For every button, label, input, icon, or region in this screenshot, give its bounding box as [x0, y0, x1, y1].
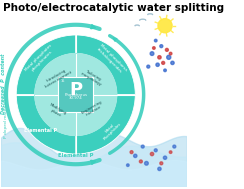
Circle shape: [169, 52, 172, 55]
Circle shape: [134, 154, 137, 158]
Circle shape: [145, 161, 148, 165]
Circle shape: [150, 152, 154, 156]
Text: Metal phosphorus
trichalcogenides: Metal phosphorus trichalcogenides: [95, 43, 127, 75]
Circle shape: [152, 47, 155, 49]
Circle shape: [156, 63, 159, 66]
Circle shape: [154, 39, 157, 42]
Circle shape: [158, 167, 161, 170]
Text: P doped materials: P doped materials: [4, 99, 8, 139]
Circle shape: [162, 61, 165, 64]
Polygon shape: [1, 143, 187, 187]
Text: Photo/electrocatalytic water splitting: Photo/electrocatalytic water splitting: [3, 3, 224, 13]
Circle shape: [141, 145, 144, 148]
Text: Engineering
interface: Engineering interface: [80, 100, 105, 119]
Circle shape: [150, 52, 154, 55]
Text: Metal
Phosphides: Metal Phosphides: [100, 119, 122, 141]
Circle shape: [165, 48, 168, 51]
Circle shape: [164, 69, 166, 72]
Text: Elemental P: Elemental P: [58, 153, 93, 158]
Circle shape: [169, 151, 172, 153]
Circle shape: [160, 45, 163, 48]
Text: Phosphorus: Phosphorus: [64, 93, 87, 98]
Text: Modifying
phase: Modifying phase: [47, 103, 68, 120]
Circle shape: [130, 151, 133, 154]
Circle shape: [158, 56, 161, 59]
Circle shape: [147, 65, 150, 68]
Circle shape: [158, 19, 172, 33]
Wedge shape: [16, 35, 76, 94]
FancyBboxPatch shape: [59, 77, 93, 112]
Circle shape: [173, 145, 176, 148]
Circle shape: [171, 61, 174, 65]
Text: Elemental P: Elemental P: [24, 128, 57, 132]
Polygon shape: [1, 160, 187, 187]
Wedge shape: [76, 35, 135, 94]
Circle shape: [163, 156, 167, 159]
Circle shape: [139, 160, 142, 163]
Wedge shape: [76, 94, 135, 154]
Text: 15: 15: [60, 79, 65, 83]
Circle shape: [35, 54, 117, 135]
Circle shape: [127, 164, 129, 167]
Circle shape: [167, 55, 171, 59]
Circle shape: [160, 162, 163, 165]
Text: 30.974: 30.974: [69, 96, 83, 100]
Text: Decreased  P  content: Decreased P content: [1, 53, 6, 114]
Text: Introducing
hetero element: Introducing hetero element: [42, 67, 72, 89]
Text: Tailoring
morphology: Tailoring morphology: [80, 68, 105, 87]
Text: P: P: [69, 81, 82, 99]
Wedge shape: [16, 94, 76, 154]
Polygon shape: [1, 128, 187, 187]
Text: Metal phosphates
phosphinates: Metal phosphates phosphinates: [24, 43, 56, 75]
Circle shape: [154, 149, 157, 152]
